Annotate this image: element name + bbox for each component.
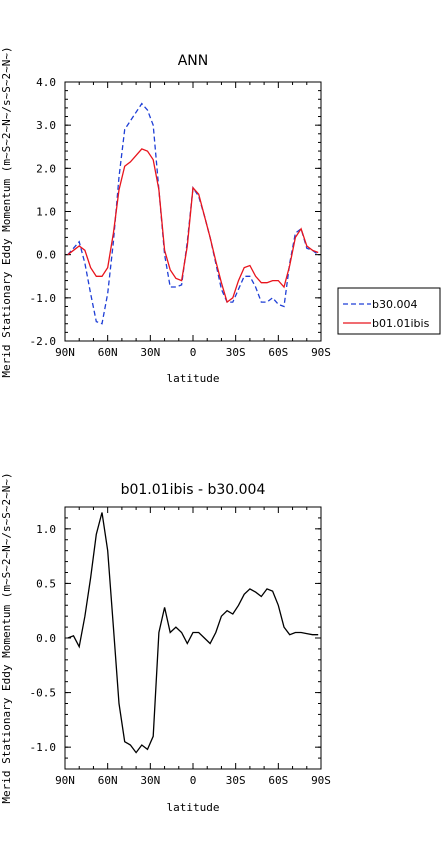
y-tick-label: 2.0 [36, 162, 56, 175]
x-tick-label: 0 [190, 774, 197, 787]
y-tick-label: 0.0 [36, 632, 56, 645]
panel-1-x-axis-label: latitude [167, 372, 220, 385]
x-tick-label: 60S [268, 774, 288, 787]
series-line-b30-004 [67, 102, 319, 325]
y-tick-label: 4.0 [36, 76, 56, 89]
legend-label-b01-01ibis: b01.01ibis [372, 317, 430, 330]
y-tick-label: -0.5 [30, 687, 57, 700]
x-tick-label: 90N [55, 346, 75, 359]
panel-2-frame [64, 506, 322, 770]
panel-2-ticks [64, 506, 322, 770]
legend-label-b30-004: b30.004 [372, 298, 417, 311]
y-tick-label: 3.0 [36, 119, 56, 132]
panel-difference: b01.01ibis - b30.004 90N 60N 30N 0 30S 6… [0, 472, 331, 814]
x-tick-label: 90N [55, 774, 75, 787]
x-tick-label: 30N [140, 346, 160, 359]
x-tick-label: 30N [140, 774, 160, 787]
panel-2-y-axis-label: Merid Stationary Eddy Momentum (m~S~2~N~… [0, 472, 13, 803]
y-tick-label: 1.0 [36, 523, 56, 536]
y-tick-label: -1.0 [30, 292, 57, 305]
panel-1-frame [64, 81, 322, 342]
panel-2-title: b01.01ibis - b30.004 [121, 482, 266, 498]
x-tick-label: 30S [226, 346, 246, 359]
series-line-difference [67, 512, 319, 754]
y-tick-label: 0.0 [36, 249, 56, 262]
panel-annual: ANN 90N 60N 30N 0 30S 60S 90S -2.0 -1.0 … [0, 46, 441, 385]
y-tick-label: 1.0 [36, 206, 56, 219]
x-tick-label: 90S [311, 346, 331, 359]
panel-1-y-tick-labels: -2.0 -1.0 0.0 1.0 2.0 3.0 4.0 [30, 76, 57, 348]
x-tick-label: 60N [98, 346, 118, 359]
panel-2-x-tick-labels: 90N 60N 30N 0 30S 60S 90S [55, 774, 331, 787]
panel-1-title: ANN [178, 53, 209, 69]
panel-1-x-tick-labels: 90N 60N 30N 0 30S 60S 90S [55, 346, 331, 359]
legend-box [337, 287, 441, 335]
panel-2-y-tick-labels: -1.0 -0.5 0.0 0.5 1.0 [30, 523, 57, 754]
panel-2-x-axis-label: latitude [167, 801, 220, 814]
x-tick-label: 30S [226, 774, 246, 787]
panel-1-ticks [64, 81, 322, 342]
legend: b30.004 b01.01ibis [337, 287, 441, 335]
y-tick-label: 0.5 [36, 577, 56, 590]
x-tick-label: 60S [268, 346, 288, 359]
y-tick-label: -1.0 [30, 741, 57, 754]
x-tick-label: 0 [190, 346, 197, 359]
x-tick-label: 60N [98, 774, 118, 787]
y-tick-label: -2.0 [30, 335, 57, 348]
x-tick-label: 90S [311, 774, 331, 787]
series-line-b01-01ibis [67, 148, 319, 304]
panel-1-y-axis-label: Merid Stationary Eddy Momentum (m~S~2~N~… [0, 46, 13, 377]
